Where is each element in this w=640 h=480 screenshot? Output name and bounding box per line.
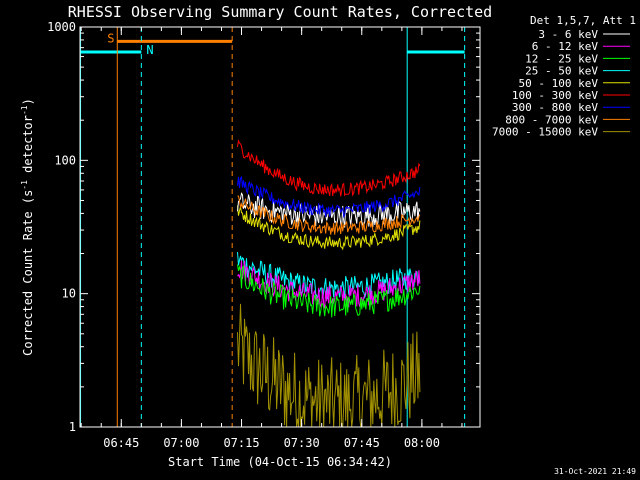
plot-frame xyxy=(79,26,481,428)
series-line xyxy=(237,205,421,251)
y-axis-label: Corrected Count Rate (s-1 detector-1) xyxy=(20,98,35,356)
legend-entry-label: 100 - 300 keV xyxy=(512,89,598,102)
series-line xyxy=(237,264,421,318)
x-tick-label: 06:45 xyxy=(103,436,139,450)
legend-entry-label: 300 - 800 keV xyxy=(512,101,598,114)
night-label: N xyxy=(146,43,153,57)
y-tick-label: 100 xyxy=(54,153,76,167)
series-line xyxy=(237,303,421,428)
x-axis: 06:45 07:00 07:15 07:30 07:45 08:00 xyxy=(80,27,463,450)
series-line xyxy=(237,139,421,197)
legend-entry-label: 3 - 6 keV xyxy=(538,28,598,41)
timestamp: 31-Oct-2021 21:49 xyxy=(554,467,636,476)
x-tick-label: 07:15 xyxy=(223,436,259,450)
legend-entry-label: 6 - 12 keV xyxy=(532,40,599,53)
legend-entry-label: 12 - 25 keV xyxy=(525,52,598,65)
x-tick-label: 08:00 xyxy=(404,436,440,450)
x-tick-label: 07:45 xyxy=(344,436,380,450)
legend-entry-label: 25 - 50 keV xyxy=(525,65,598,78)
x-axis-label: Start Time (04-Oct-15 06:34:42) xyxy=(168,455,392,469)
x-tick-label: 07:00 xyxy=(163,436,199,450)
y-tick-label: 1 xyxy=(69,420,76,434)
legend-entry-label: 7000 - 15000 keV xyxy=(492,126,598,139)
plot-area: SN xyxy=(80,27,466,428)
x-tick-label: 07:30 xyxy=(284,436,320,450)
legend-entry-label: 800 - 7000 keV xyxy=(505,113,598,126)
series-line xyxy=(237,175,421,219)
series-line xyxy=(237,260,421,309)
y-tick-label: 1000 xyxy=(47,20,76,34)
y-tick-label: 10 xyxy=(62,287,76,301)
legend-entry-label: 50 - 100 keV xyxy=(519,77,599,90)
y-axis: 1 10 100 1000 xyxy=(47,20,480,434)
legend-title: Det 1,5,7, Att 1 xyxy=(530,14,636,27)
chart-title: RHESSI Observing Summary Count Rates, Co… xyxy=(68,3,492,21)
saa-label: S xyxy=(107,31,114,45)
series-line xyxy=(237,195,421,235)
